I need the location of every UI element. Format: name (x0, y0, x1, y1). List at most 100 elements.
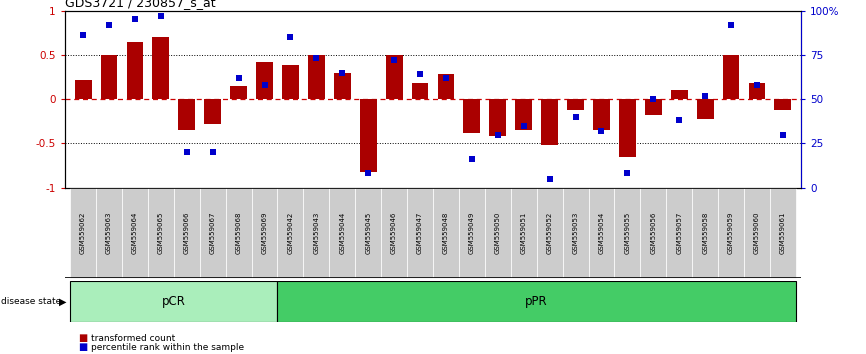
Text: GSM559066: GSM559066 (184, 211, 190, 254)
Text: GSM559047: GSM559047 (417, 212, 423, 254)
Bar (489, 99, 507, 136)
Bar (567, 99, 584, 110)
Bar (96, 188, 122, 278)
Bar (152, 37, 169, 99)
Bar (230, 86, 247, 99)
Bar (329, 188, 355, 278)
Point (439, 75, 453, 81)
Text: GSM559056: GSM559056 (650, 212, 656, 254)
Text: GSM559067: GSM559067 (210, 211, 216, 254)
Bar (666, 188, 692, 278)
Bar (433, 188, 459, 278)
Text: GSM559044: GSM559044 (339, 212, 346, 254)
Point (672, 118, 686, 123)
Point (309, 56, 323, 61)
Point (232, 75, 246, 81)
Point (517, 123, 531, 129)
Bar (722, 55, 740, 99)
Text: GSM559049: GSM559049 (469, 212, 475, 254)
Point (595, 128, 609, 134)
Bar (178, 99, 195, 130)
Bar (593, 99, 610, 130)
Text: GSM559054: GSM559054 (598, 212, 604, 254)
Text: percentile rank within the sample: percentile rank within the sample (91, 343, 244, 352)
Text: ▶: ▶ (59, 297, 67, 307)
Text: ■: ■ (78, 342, 87, 352)
Text: GSM559052: GSM559052 (546, 212, 553, 254)
Bar (411, 83, 429, 99)
Bar (381, 188, 407, 278)
Text: pCR: pCR (162, 295, 185, 308)
Bar (671, 90, 688, 99)
Text: GSM559062: GSM559062 (80, 212, 86, 254)
Bar (334, 73, 351, 99)
Bar (718, 188, 744, 278)
Point (335, 70, 349, 75)
Text: GSM559063: GSM559063 (106, 211, 112, 254)
Text: GSM559043: GSM559043 (313, 212, 320, 254)
Text: GSM559059: GSM559059 (728, 212, 734, 254)
Point (206, 149, 220, 155)
Bar (615, 188, 640, 278)
Text: GSM559048: GSM559048 (443, 212, 449, 254)
Text: GSM559053: GSM559053 (572, 212, 578, 254)
Bar (463, 99, 481, 133)
Bar (692, 188, 718, 278)
Text: GSM559045: GSM559045 (365, 212, 372, 254)
Bar (355, 188, 381, 278)
Bar (277, 281, 796, 322)
Point (413, 72, 427, 77)
Text: GSM559042: GSM559042 (288, 212, 294, 254)
Text: GDS3721 / 230857_s_at: GDS3721 / 230857_s_at (65, 0, 216, 10)
Bar (537, 188, 563, 278)
Text: GSM559069: GSM559069 (262, 211, 268, 254)
Bar (308, 55, 325, 99)
Bar (645, 99, 662, 115)
Bar (407, 188, 433, 278)
Point (257, 82, 271, 88)
Bar (697, 99, 714, 119)
Bar (515, 99, 532, 130)
Text: GSM559058: GSM559058 (702, 212, 708, 254)
Text: GSM559050: GSM559050 (494, 212, 501, 254)
Text: pPR: pPR (526, 295, 548, 308)
Point (128, 17, 142, 22)
Point (724, 22, 738, 28)
Text: GSM559057: GSM559057 (676, 212, 682, 254)
Point (180, 149, 194, 155)
Text: transformed count: transformed count (91, 335, 175, 343)
Bar (200, 188, 226, 278)
Bar (303, 188, 329, 278)
Point (154, 13, 168, 19)
Bar (100, 55, 118, 99)
Bar (485, 188, 511, 278)
Bar (204, 99, 221, 124)
Bar (770, 188, 796, 278)
Point (620, 171, 634, 176)
Text: GSM559060: GSM559060 (754, 211, 760, 254)
Bar (748, 83, 766, 99)
Bar (74, 80, 92, 99)
Bar (511, 188, 537, 278)
Point (776, 132, 790, 137)
Bar (277, 188, 303, 278)
Bar (126, 42, 144, 99)
Point (361, 171, 375, 176)
Bar (70, 281, 277, 322)
Bar (541, 99, 558, 145)
Bar (774, 99, 792, 110)
Bar (619, 99, 636, 156)
Bar (122, 188, 148, 278)
Bar (563, 188, 589, 278)
Point (387, 57, 401, 63)
Point (543, 176, 557, 182)
Point (102, 22, 116, 28)
Point (750, 82, 764, 88)
Bar (174, 188, 200, 278)
Bar (385, 55, 403, 99)
Bar (251, 188, 277, 278)
Bar (148, 188, 174, 278)
Point (465, 156, 479, 162)
Point (569, 114, 583, 120)
Point (76, 33, 90, 38)
